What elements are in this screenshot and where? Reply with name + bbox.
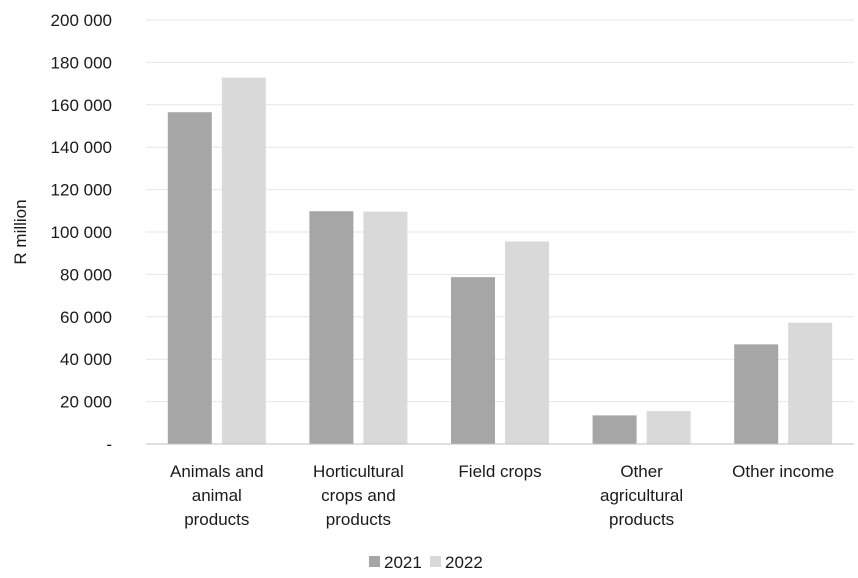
x-category-label: Animals and bbox=[170, 462, 264, 481]
y-tick-label: 100 000 bbox=[51, 223, 112, 242]
legend: 2021 2022 bbox=[369, 553, 483, 572]
bar-2022 bbox=[363, 211, 408, 444]
x-category-label: products bbox=[184, 510, 249, 529]
bar-2022 bbox=[646, 411, 691, 444]
bar-2022 bbox=[788, 322, 833, 444]
y-tick-label: 60 000 bbox=[60, 308, 112, 327]
x-category-label: Other income bbox=[732, 462, 834, 481]
y-tick-label: 200 000 bbox=[51, 11, 112, 30]
y-tick-label: 120 000 bbox=[51, 181, 112, 200]
x-category-label: products bbox=[609, 510, 674, 529]
y-axis-label: R million bbox=[11, 199, 30, 264]
bar-2022 bbox=[505, 241, 549, 444]
y-tick-label: 140 000 bbox=[51, 138, 112, 157]
y-tick-label: - bbox=[106, 435, 112, 454]
y-tick-label: 160 000 bbox=[51, 96, 112, 115]
bar-2021 bbox=[309, 211, 354, 444]
x-category-label: Horticultural bbox=[313, 462, 404, 481]
legend-label: 2021 bbox=[384, 553, 422, 572]
y-tick-label: 180 000 bbox=[51, 53, 112, 72]
x-category-label: crops and bbox=[321, 486, 396, 505]
x-category-label: products bbox=[326, 510, 391, 529]
x-category-label: animal bbox=[192, 486, 242, 505]
legend-swatch-2021 bbox=[369, 556, 380, 567]
y-axis-tick-labels: - 20 000 40 000 60 000 80 000 100 000 120 000 1… bbox=[51, 11, 112, 454]
bar-2021 bbox=[734, 344, 779, 444]
y-tick-label: 40 000 bbox=[60, 350, 112, 369]
bars bbox=[167, 77, 833, 444]
legend-swatch-2022 bbox=[430, 556, 441, 567]
x-category-label: agricultural bbox=[600, 486, 683, 505]
bar-2021 bbox=[167, 112, 212, 444]
bar-2021 bbox=[451, 277, 495, 444]
bar-2022 bbox=[221, 77, 266, 444]
x-category-label: Field crops bbox=[458, 462, 541, 481]
x-category-label: Other bbox=[620, 462, 663, 481]
y-tick-label: 80 000 bbox=[60, 265, 112, 284]
y-tick-label: 20 000 bbox=[60, 393, 112, 412]
x-axis-category-labels: Animals and animal products Horticultural cr… bbox=[170, 462, 834, 529]
bar-2021 bbox=[592, 415, 637, 444]
legend-label: 2022 bbox=[445, 553, 483, 572]
